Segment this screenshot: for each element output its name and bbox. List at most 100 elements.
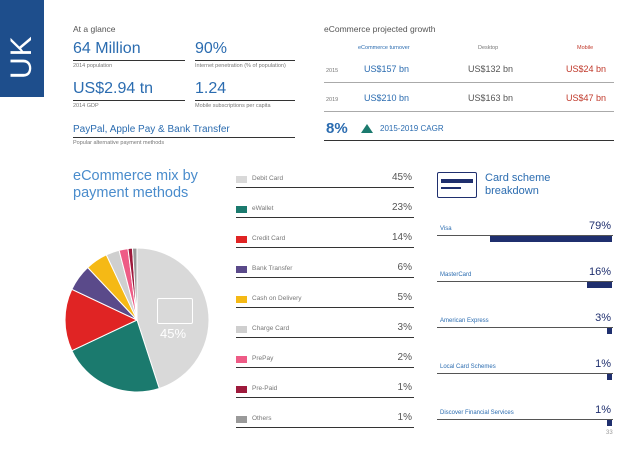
divider [324, 82, 614, 83]
country-band: UK [0, 0, 44, 97]
card-scheme-bar [587, 282, 612, 288]
payment-method-name: Debit Card [252, 175, 284, 182]
card-scheme-bar [607, 328, 612, 334]
divider [195, 60, 295, 61]
legend-swatch [236, 206, 247, 213]
population-value: 64 Million [73, 40, 141, 57]
alt-payment-label: Popular alternative payment methods [73, 140, 165, 146]
mobile-label: Mobile subscriptions per capita [195, 103, 271, 109]
desktop-2019: US$163 bn [468, 93, 514, 103]
divider [73, 100, 185, 101]
card-scheme-value: 1% [595, 404, 611, 416]
divider [195, 100, 295, 101]
card-scheme-name: American Express [440, 318, 489, 324]
card-scheme-value: 16% [588, 266, 611, 278]
up-arrow-icon [361, 124, 373, 133]
legend-swatch [236, 326, 247, 333]
population-label: 2014 population [73, 63, 113, 69]
divider [73, 137, 295, 138]
glance-title: At a glance [73, 24, 116, 34]
payment-method-name: PrePay [252, 355, 274, 362]
payment-mix-title: eCommerce mix by payment methods [73, 168, 198, 201]
credit-card-icon [157, 298, 193, 324]
payment-method-value: 6% [397, 262, 412, 273]
payment-method-name: Charge Card [252, 325, 290, 332]
payment-method-row: Charge Card 3% [236, 322, 414, 338]
pie-slice-debit-card [136, 247, 210, 390]
divider [73, 60, 185, 61]
cagr-label: 2015-2019 CAGR [380, 124, 444, 133]
payment-method-row: Bank Transfer 6% [236, 262, 414, 278]
cagr-value: 8% [326, 120, 348, 137]
payment-method-row: PrePay 2% [236, 352, 414, 368]
payment-method-row: eWallet 23% [236, 202, 414, 218]
payment-method-row: Cash on Delivery 5% [236, 292, 414, 308]
payment-method-value: 2% [397, 352, 412, 363]
internet-value: 90% [195, 40, 228, 57]
credit-card-icon [437, 172, 477, 198]
card-scheme-bar [607, 420, 612, 426]
payment-method-value: 14% [391, 232, 412, 243]
header-desktop: Desktop [478, 45, 499, 51]
alt-payment-methods: PayPal, Apple Pay & Bank Transfer [73, 124, 230, 135]
payment-method-value: 45% [391, 172, 412, 183]
gdp-label: 2014 GDP [73, 103, 99, 109]
card-scheme-title: Card scheme breakdown [485, 172, 551, 197]
payment-method-name: Others [252, 415, 272, 422]
pie-slice-ewallet [71, 319, 160, 393]
payment-method-value: 23% [391, 202, 412, 213]
payment-mix-pie-chart [64, 247, 210, 393]
card-scheme-name: Discover Financial Services [440, 410, 514, 416]
year-2015: 2015 [326, 68, 339, 74]
divider [324, 140, 614, 141]
legend-swatch [236, 266, 247, 273]
year-2019: 2019 [326, 97, 339, 103]
card-scheme-bar [607, 374, 612, 380]
card-scheme-name: Local Card Schemes [440, 364, 496, 370]
turnover-2019: US$210 bn [364, 93, 410, 103]
card-scheme-row: Visa 79% [437, 220, 613, 236]
payment-method-value: 1% [397, 382, 412, 393]
payment-method-row: Debit Card 45% [236, 172, 414, 188]
card-scheme-value: 1% [595, 358, 611, 370]
card-scheme-row: MasterCard 16% [437, 266, 613, 282]
payment-method-row: Credit Card 14% [236, 232, 414, 248]
payment-method-name: Pre-Paid [252, 385, 278, 392]
pie-slice-others [131, 247, 138, 321]
header-mobile: Mobile [577, 45, 594, 51]
payment-method-name: Cash on Delivery [252, 295, 302, 302]
payment-method-row: Pre-Paid 1% [236, 382, 414, 398]
legend-swatch [236, 296, 247, 303]
gdp-value: US$2.94 tn [73, 80, 154, 97]
payment-method-name: Bank Transfer [252, 265, 293, 272]
mobile-value: 1.24 [195, 80, 227, 97]
internet-label: Internet penetration (% of population) [195, 63, 286, 69]
card-scheme-bar [490, 236, 612, 242]
page-number: 33 [606, 430, 613, 436]
card-scheme-row: Discover Financial Services 1% [437, 404, 613, 420]
legend-swatch [236, 386, 247, 393]
mobile-2015: US$24 bn [566, 64, 607, 74]
card-scheme-name: MasterCard [440, 272, 472, 278]
payment-method-row: Others 1% [236, 412, 414, 428]
divider [324, 111, 614, 112]
payment-method-name: eWallet [252, 205, 274, 212]
legend-swatch [236, 176, 247, 183]
payment-method-name: Credit Card [252, 235, 286, 242]
mobile-2019: US$47 bn [566, 93, 607, 103]
legend-swatch [236, 416, 247, 423]
turnover-2015: US$157 bn [364, 64, 410, 74]
growth-title: eCommerce projected growth [324, 24, 436, 34]
legend-swatch [236, 236, 247, 243]
payment-method-value: 1% [397, 412, 412, 423]
card-scheme-value: 79% [588, 220, 611, 232]
card-scheme-row: American Express 3% [437, 312, 613, 328]
payment-method-value: 5% [397, 292, 412, 303]
card-scheme-value: 3% [595, 312, 611, 324]
card-scheme-row: Local Card Schemes 1% [437, 358, 613, 374]
pie-label: 45% [160, 326, 187, 341]
legend-swatch [236, 356, 247, 363]
card-scheme-name: Visa [440, 226, 452, 232]
payment-method-value: 3% [397, 322, 412, 333]
header-turnover: eCommerce turnover [358, 45, 410, 51]
